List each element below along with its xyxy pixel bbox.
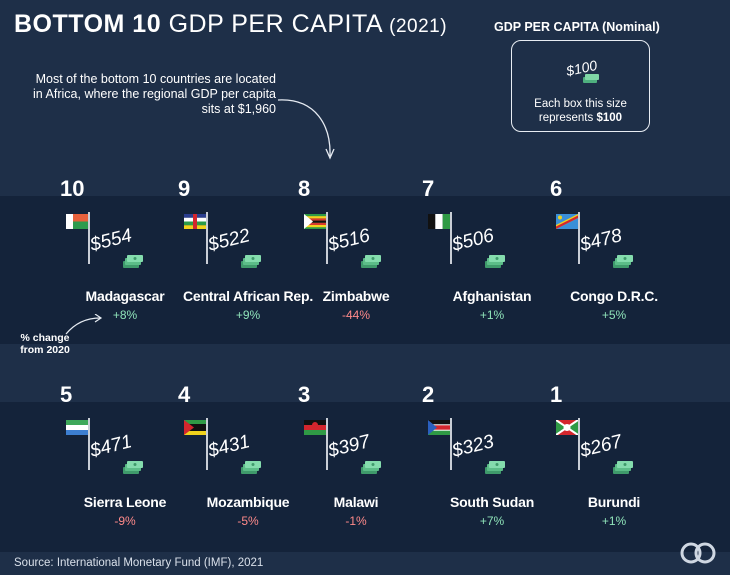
change-label: +1% — [479, 308, 505, 322]
money-stack-icon — [485, 255, 505, 268]
change-label: -9% — [114, 514, 136, 528]
change-label: -1% — [345, 514, 367, 528]
pct-change-note: % change from 2020 — [20, 332, 70, 356]
flag-pole — [88, 418, 90, 470]
curved-arrow-icon — [277, 99, 335, 160]
country-name: South Sudan — [449, 494, 535, 510]
legend-note-line2: represents — [538, 112, 594, 124]
flag-pole — [450, 418, 452, 470]
rank-number: 8 — [298, 176, 311, 201]
flag-icon — [184, 420, 206, 435]
flag-icon — [556, 420, 578, 435]
legend-heading: GDP PER CAPITA (Nominal) — [494, 20, 660, 34]
flag-pole — [206, 212, 208, 264]
flag-icon — [66, 214, 88, 229]
country-name: Mozambique — [206, 494, 290, 510]
title-bold: BOTTOM 10 — [14, 10, 162, 38]
money-stack-icon — [613, 255, 633, 268]
legend-note-value: $100 — [596, 112, 623, 124]
source-text: Source: International Monetary Fund (IMF… — [14, 557, 264, 569]
flag-icon — [66, 420, 88, 435]
chart-title: BOTTOM 10 GDP PER CAPITA (2021) — [14, 10, 447, 39]
flag-pole — [88, 212, 90, 264]
money-stack-icon — [613, 461, 633, 474]
country-name: Madagascar — [85, 288, 165, 304]
rank-number: 10 — [60, 176, 85, 201]
money-stack-icon — [123, 255, 143, 268]
change-label: -5% — [237, 514, 259, 528]
country-name: Central African Rep. — [182, 288, 314, 304]
country-name: Afghanistan — [452, 288, 532, 304]
rank-number: 5 — [60, 382, 73, 407]
rank-number: 9 — [178, 176, 191, 201]
rank-number: 1 — [550, 382, 563, 407]
flag-pole — [578, 418, 580, 470]
money-stack-icon — [361, 461, 381, 474]
country-name: Sierra Leone — [83, 494, 167, 510]
title-main: GDP PER CAPITA — [168, 10, 382, 38]
change-label: +5% — [601, 308, 627, 322]
rank-number: 2 — [422, 382, 435, 407]
row-band-bottom — [0, 402, 730, 552]
money-stack-icon — [361, 255, 381, 268]
money-stack-icon — [241, 255, 261, 268]
visual-capitalist-logo-icon — [680, 542, 716, 564]
flag-icon — [556, 214, 578, 229]
title-year: (2021) — [389, 16, 448, 37]
change-label: -44% — [341, 308, 370, 322]
row-band-top — [0, 196, 730, 344]
flag-icon — [428, 420, 450, 435]
rank-number: 3 — [298, 382, 311, 407]
country-name: Malawi — [333, 494, 379, 510]
legend-note: Each box this size represents $100 — [511, 97, 650, 125]
money-stack-icon — [583, 74, 599, 83]
legend-box — [511, 40, 650, 132]
change-label: +1% — [601, 514, 627, 528]
flag-pole — [326, 418, 328, 470]
flag-pole — [326, 212, 328, 264]
flag-icon — [428, 214, 450, 229]
money-stack-icon — [485, 461, 505, 474]
flag-pole — [450, 212, 452, 264]
change-label: +7% — [479, 514, 505, 528]
africa-annotation: Most of the bottom 10 countries are loca… — [33, 72, 276, 116]
flag-icon — [304, 214, 326, 229]
country-name: Burundi — [587, 494, 641, 510]
rank-number: 4 — [178, 382, 191, 407]
money-stack-icon — [241, 461, 261, 474]
change-label: +8% — [112, 308, 138, 322]
country-name: Congo D.R.C. — [570, 288, 658, 304]
change-label: +9% — [235, 308, 261, 322]
flag-icon — [304, 420, 326, 435]
flag-pole — [578, 212, 580, 264]
rank-number: 7 — [422, 176, 435, 201]
flag-pole — [206, 418, 208, 470]
rank-number: 6 — [550, 176, 563, 201]
money-stack-icon — [123, 461, 143, 474]
legend-note-line1: Each box this size — [534, 98, 627, 110]
flag-icon — [184, 214, 206, 229]
country-name: Zimbabwe — [322, 288, 390, 304]
curved-arrow-icon — [65, 314, 103, 335]
